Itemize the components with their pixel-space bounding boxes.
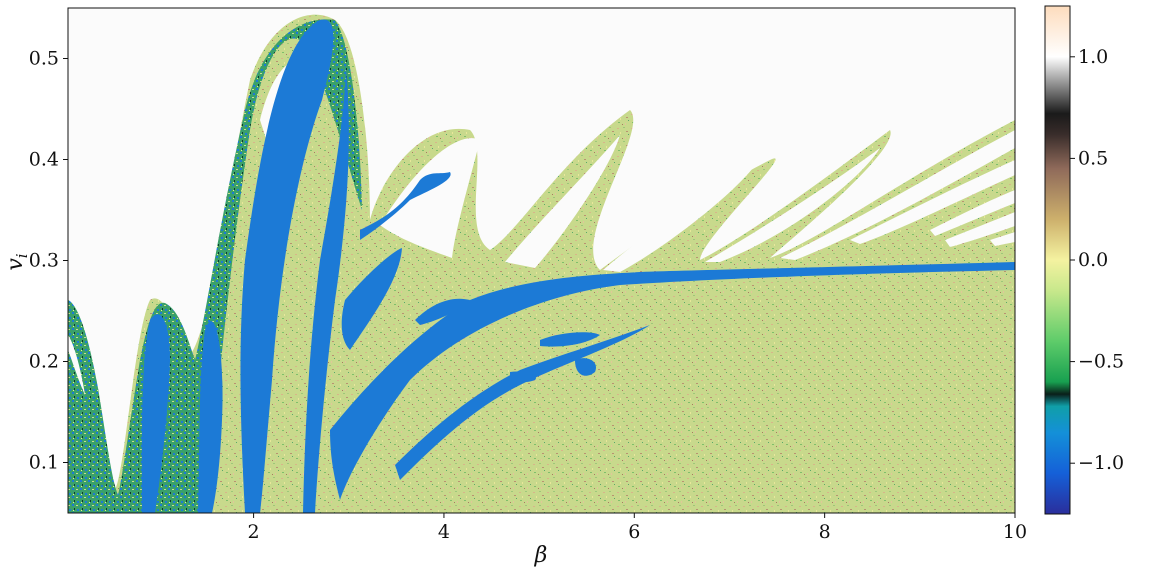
y-tick-label: 0.4 [29,149,59,171]
colorbar: −1.0 −0.5 0.0 0.5 1.0 [1044,5,1124,515]
x-tick-label: 6 [628,521,640,543]
escape-tongue [930,190,1015,236]
colorbar-tick-label: 1.0 [1078,46,1108,68]
x-axis-label: β [534,543,548,568]
y-tick-label: 0.1 [29,452,59,474]
y-tick-label: 0.5 [29,48,59,70]
regular-islands [141,19,1015,513]
escape-tongue [780,130,1015,260]
escape-tongue [850,160,1015,244]
colorbar-fill [1045,6,1070,514]
escape-tongue [505,135,620,268]
y-axis: 0.1 0.2 0.3 0.4 0.5 [29,48,68,474]
escape-tongue [990,232,1015,246]
x-tick-label: 10 [1003,521,1027,543]
y-tick-label: 0.3 [29,250,59,272]
escape-tongue [603,158,760,272]
colorbar-tick-label: 0.5 [1078,147,1108,169]
colorbar-ticks: −1.0 −0.5 0.0 0.5 1.0 [1070,46,1124,474]
escape-core [68,335,85,395]
x-axis: 2 4 6 8 10 [248,513,1027,543]
colorbar-tick-label: −1.0 [1078,452,1124,474]
escape-tongue [945,212,1015,247]
escape-tongue [380,138,480,258]
colorbar-tick-label: −0.5 [1078,351,1124,373]
x-tick-label: 4 [438,521,450,543]
y-tick-label: 0.2 [29,351,59,373]
plot-area [67,7,1016,514]
colorbar-tick-label: 0.0 [1078,249,1108,271]
x-tick-label: 2 [248,521,260,543]
y-axis-label: vi [3,253,31,270]
speckled-lobe [68,19,362,513]
x-tick-label: 8 [819,521,831,543]
